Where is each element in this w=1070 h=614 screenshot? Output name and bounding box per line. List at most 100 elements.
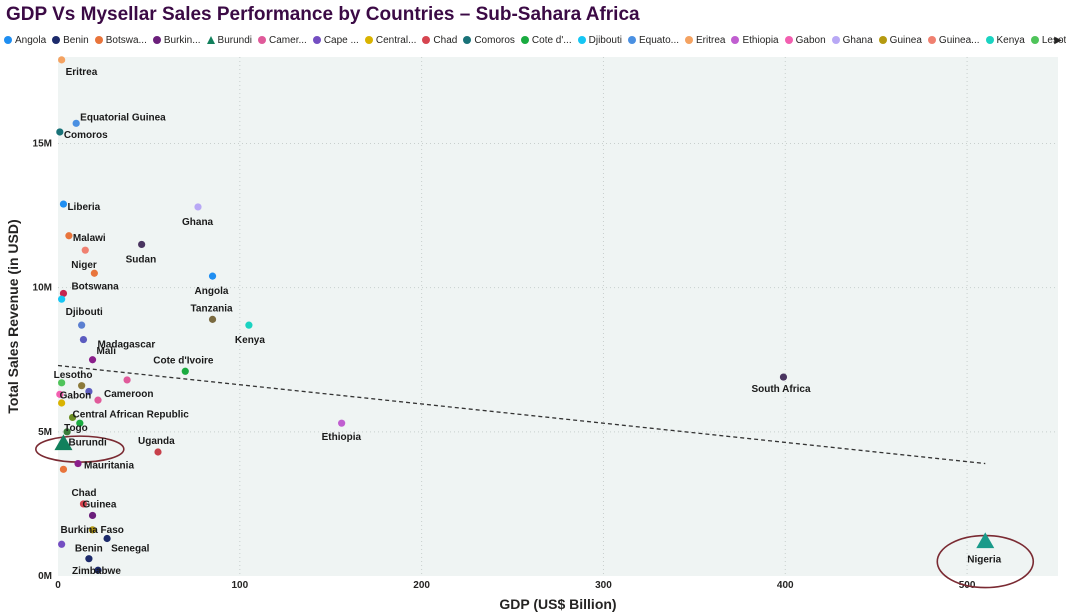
data-point[interactable] [58,379,66,387]
legend-dot-icon [152,36,161,44]
data-point[interactable] [88,526,97,534]
legend-item[interactable]: Guinea [878,35,922,46]
data-point[interactable] [88,511,97,520]
legend-item[interactable]: Guinea... [927,35,980,46]
chart-title: GDP Vs Mysellar Sales Performance by Cou… [6,4,640,25]
data-point[interactable] [976,532,995,549]
legend-item[interactable]: Comoros [463,35,515,46]
point-label: Cote d'Ivoire [153,355,214,366]
data-point[interactable] [138,240,146,249]
legend-item[interactable]: Angola [4,35,46,46]
legend-label: Camer... [269,35,307,46]
legend-item[interactable]: Botswa... [94,35,147,46]
data-point[interactable] [123,376,131,384]
data-point[interactable] [103,534,111,543]
x-axis-title: GDP (US$ Billion) [499,596,616,612]
legend-next-arrow-icon[interactable]: ▶ [1054,35,1062,46]
data-point[interactable] [54,434,73,451]
legend-dot-icon [52,36,61,44]
legend-item[interactable]: Ghana [831,35,873,46]
data-point[interactable] [338,419,346,427]
legend-label: Eritrea [696,35,726,46]
data-point[interactable] [65,232,73,240]
data-point[interactable] [76,419,84,427]
x-tick-label: 100 [231,580,248,591]
data-point[interactable] [58,399,66,407]
data-point[interactable] [59,200,68,208]
point-label: Burundi [68,437,107,448]
data-point[interactable] [68,413,77,422]
point-label: Nigeria [967,554,1001,565]
data-point[interactable] [56,390,64,398]
data-point[interactable] [85,555,93,563]
legend-item[interactable]: Lesotho [1030,35,1066,46]
data-point[interactable] [194,203,202,211]
data-point[interactable] [79,335,88,344]
y-tick-label: 15M [33,139,52,150]
legend-dot-icon [985,36,994,44]
legend-item[interactable]: Camer... [258,35,307,46]
data-point[interactable] [88,356,97,364]
data-point[interactable] [94,566,102,574]
data-point[interactable] [59,289,68,298]
legend-item[interactable]: Eritrea [685,35,725,46]
data-point[interactable] [81,246,89,254]
chart-legend[interactable]: Angola Benin Botswa... Burkin... Burundi Came… [4,35,1066,49]
point-label: Djibouti [66,307,103,318]
data-point[interactable] [74,459,82,468]
data-point[interactable] [58,540,66,548]
data-point[interactable] [208,315,217,323]
legend-label: Kenya [996,35,1025,46]
legend-label: Guinea [889,35,922,46]
legend-item[interactable]: Cape ... [312,35,359,46]
legend-label: Djibouti [588,35,622,46]
legend-item[interactable]: Kenya [985,35,1025,46]
legend-item[interactable]: Chad [422,35,457,46]
data-point[interactable] [208,272,217,280]
data-point[interactable] [85,387,93,396]
data-point[interactable] [94,396,102,404]
data-point[interactable] [58,56,66,64]
point-label: Tanzania [191,303,233,314]
x-tick-label: 400 [777,580,794,591]
point-label: Sudan [126,254,157,265]
data-point[interactable] [78,382,86,390]
legend-dot-icon [731,36,740,44]
point-label: Guinea [83,499,117,510]
data-point[interactable] [72,119,80,127]
legend-label: Gabon [795,35,826,46]
data-point[interactable] [90,269,98,277]
legend-item[interactable]: Benin [52,35,89,46]
data-point[interactable] [154,448,162,456]
legend-dot-icon [831,36,840,44]
legend-item[interactable]: Gabon [784,35,826,46]
data-point[interactable] [59,465,68,473]
data-point[interactable] [245,321,253,329]
legend-dot-icon [422,36,431,44]
data-point[interactable] [779,373,788,381]
legend-item[interactable]: Ethiopia [731,35,779,46]
data-point[interactable] [79,500,88,508]
legend-item[interactable]: Cote d'... [520,35,572,46]
data-point[interactable] [181,367,189,375]
data-point[interactable] [78,321,86,329]
point-label: Zimbabwe [72,566,121,577]
legend-label: Central... [375,35,417,46]
data-point[interactable] [58,295,66,303]
legend-dot-icon [1030,36,1039,44]
legend-item[interactable]: Burundi [206,35,253,46]
legend-item[interactable]: Equato... [627,35,679,46]
legend-label: Burundi [217,35,253,46]
point-label: Burkina Faso [61,525,124,536]
legend-item[interactable]: Djibouti [577,35,622,46]
legend-item[interactable]: Burkin... [152,35,201,46]
legend-label: Comoros [474,35,515,46]
legend-dot-icon [878,36,887,44]
x-tick-label: 0 [55,580,61,591]
point-label: South Africa [751,384,811,395]
point-label: Madagascar [97,340,155,351]
point-label: Ghana [182,217,214,228]
data-point[interactable] [56,128,64,136]
data-point[interactable] [63,428,71,436]
legend-item[interactable]: Central... [364,35,417,46]
